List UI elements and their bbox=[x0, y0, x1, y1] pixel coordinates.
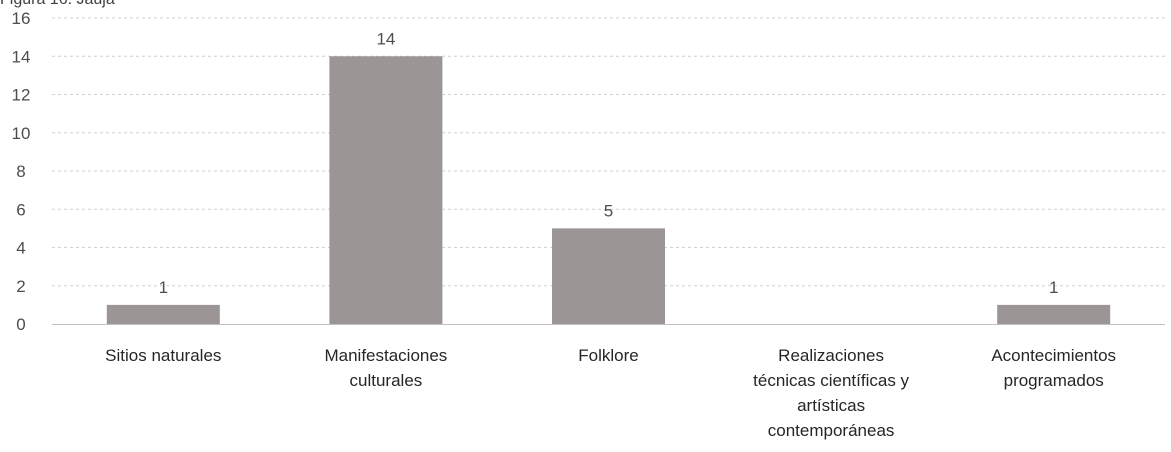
y-tick-label-2: 2 bbox=[16, 277, 25, 296]
category-label-4: Acontecimientos programados bbox=[991, 346, 1116, 390]
category-label-1-line-0: Manifestaciones bbox=[324, 346, 447, 365]
y-tick-label-14: 14 bbox=[12, 47, 31, 66]
category-label-3-line-1: técnicas científicas y bbox=[753, 371, 909, 390]
data-label-4: 1 bbox=[1049, 278, 1058, 297]
bar-0 bbox=[106, 304, 220, 324]
category-label-1: Manifestaciones culturales bbox=[324, 346, 447, 390]
category-label-3-line-2: artísticas bbox=[797, 396, 865, 415]
category-label-2: Folklore bbox=[578, 346, 638, 365]
category-label-3-line-0: Realizaciones bbox=[778, 346, 884, 365]
data-label-0: 1 bbox=[159, 278, 168, 297]
category-label-0-line-0: Sitios naturales bbox=[105, 346, 221, 365]
category-label-1-line-1: culturales bbox=[350, 371, 423, 390]
category-label-2-line-0: Folklore bbox=[578, 346, 638, 365]
y-tick-label-8: 8 bbox=[16, 162, 25, 181]
y-tick-label-16: 16 bbox=[12, 9, 31, 28]
bar-1 bbox=[329, 56, 443, 324]
y-tick-label-6: 6 bbox=[16, 200, 25, 219]
chart-caption: Figura 16. Jauja bbox=[0, 0, 115, 9]
y-tick-label-10: 10 bbox=[12, 124, 31, 143]
bar-2 bbox=[552, 228, 665, 324]
y-tick-label-0: 0 bbox=[16, 315, 25, 334]
category-label-4-line-1: programados bbox=[1004, 371, 1104, 390]
category-label-3: Realizaciones técnicas científicas y artís… bbox=[753, 346, 909, 440]
y-tick-label-12: 12 bbox=[12, 86, 31, 105]
category-label-4-line-0: Acontecimientos bbox=[991, 346, 1116, 365]
data-label-2: 5 bbox=[604, 201, 613, 220]
y-tick-label-4: 4 bbox=[16, 239, 25, 258]
category-label-0: Sitios naturales bbox=[105, 346, 221, 365]
bar-4 bbox=[997, 304, 1111, 324]
category-label-3-line-3: contemporáneas bbox=[768, 421, 895, 440]
data-label-1: 14 bbox=[376, 29, 395, 48]
